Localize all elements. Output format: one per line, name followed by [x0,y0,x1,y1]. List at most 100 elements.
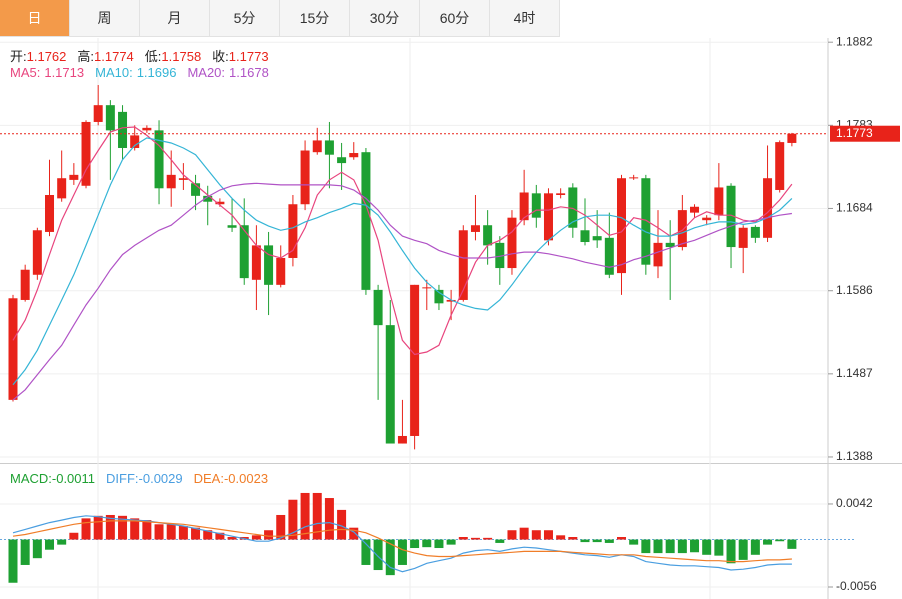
period-tab[interactable]: 周 [70,0,140,37]
macd-bar [264,530,274,540]
candle-body [300,150,310,205]
macd-bar [69,532,79,540]
macd-bar [93,515,103,540]
macd-bar [300,492,310,540]
candle-body [787,133,797,143]
candle-body [653,242,663,267]
macd-series-value: -0.0023 [223,471,269,486]
y-tick-label: 1.1882 [836,34,873,48]
candle-body [543,193,553,241]
ma-line [12,126,793,356]
macd-series-name: DEA: [193,471,224,486]
ma-line [12,137,793,386]
macd-bar [568,537,578,540]
period-tab[interactable]: 30分 [350,0,420,37]
macd-bar [617,537,626,540]
candle-body [215,201,225,205]
macd-value: -0.0011 [51,471,96,486]
candle-body [690,206,700,213]
macd-bar [8,539,18,583]
candle-body [8,298,18,400]
last-price-label: 1.1773 [836,126,873,140]
y-tick-label: 1.1684 [836,201,873,215]
macd-bar [337,509,347,540]
period-tab[interactable]: 60分 [420,0,490,37]
macd-bar [81,518,91,540]
macd-bar [470,537,480,540]
ohlc-value: 1.1773 [228,49,269,64]
candle-body [397,435,407,444]
period-tab[interactable]: 日 [0,0,70,37]
macd-line [12,520,792,563]
macd-legend: MACD:-0.0011 DIFF:-0.0029 DEA:-0.0023 [10,471,268,486]
macd-bar [57,539,67,545]
macd-bar [629,539,639,545]
macd-bar [592,539,602,543]
candle-body [264,245,274,285]
candle-body [568,187,578,228]
macd-bar [203,530,213,540]
macd-bar [191,527,201,540]
candle-body [446,299,456,302]
candle-body [763,178,773,238]
candle-body [531,193,541,218]
candle-body [227,225,237,228]
macd-bar [361,539,371,565]
ma-name: MA5: [10,65,41,80]
ohlc-label: 收: [212,49,229,64]
candle-body [483,225,493,246]
candle-body [324,140,334,155]
macd-bar [154,524,164,540]
y-tick-label: 1.1586 [836,283,873,297]
candle-body [385,325,395,444]
macd-bar [324,498,334,540]
candle-body [410,284,420,436]
macd-bar [20,539,30,565]
candle-body [191,183,201,196]
candle-body [203,195,213,202]
candle-body [775,142,785,190]
candle-body [750,226,760,238]
macd-bar [750,539,760,555]
candle-body [726,185,736,248]
macd-bar [665,539,675,554]
macd-bar [434,539,444,549]
candle-body [130,135,140,148]
period-tab[interactable]: 4时 [490,0,560,37]
macd-series-name: DIFF: [106,471,139,486]
ohlc-value: 1.1774 [94,49,134,64]
y-tick-label: -0.0056 [836,579,877,593]
ohlc-label: 高: [77,49,95,64]
candle-body [178,178,188,180]
candle-body [373,289,383,326]
macd-line [12,515,792,573]
candle-body [239,225,249,279]
macd-bar [397,539,407,565]
macd-bar [422,539,432,548]
candle-body [20,269,30,300]
candle-body [251,245,261,280]
candle-body [349,153,359,158]
y-tick-label: 0.0042 [836,496,873,510]
period-tab[interactable]: 月 [140,0,210,37]
candle-body [276,257,286,285]
macd-bar [714,539,724,556]
candle-body [105,105,115,131]
macd-bar [543,530,553,540]
macd-bar [227,537,237,540]
period-tabs: 日周月 5分 15分 30分 60分 4时 [0,0,560,37]
ohlc-label: 低: [144,49,162,64]
period-tab[interactable]: 15分 [280,0,350,37]
candle-body [434,289,444,304]
ohlc-value: 1.1758 [161,49,202,64]
macd-bar [556,535,566,540]
macd-bar [653,539,663,554]
macd-bar [385,539,395,576]
candle-body [422,287,432,289]
macd-bar [45,539,55,550]
macd-bar [178,525,188,540]
macd-bar [677,539,687,554]
macd-bar [580,539,590,543]
period-tab[interactable]: 5分 [210,0,280,37]
